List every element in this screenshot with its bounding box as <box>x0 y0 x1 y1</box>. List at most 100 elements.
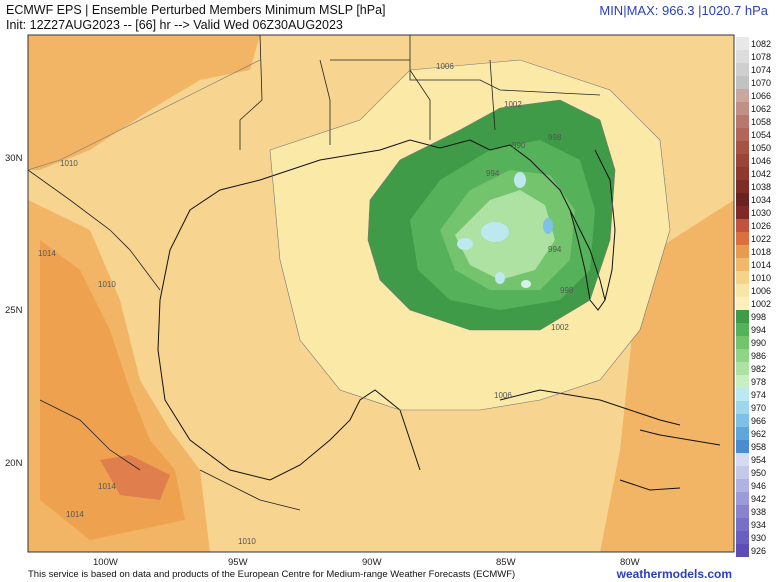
contour-label: 1002 <box>551 323 569 332</box>
colorbar-label: 962 <box>751 429 766 439</box>
colorbar-label: 958 <box>751 442 766 452</box>
colorbar-swatch <box>736 271 749 284</box>
lon-label: 100W <box>93 557 118 568</box>
colorbar-label: 978 <box>751 377 766 387</box>
colorbar-swatch <box>736 63 749 76</box>
colorbar-label: 994 <box>751 325 766 335</box>
pressure-center-5 <box>495 272 505 284</box>
colorbar-label: 946 <box>751 481 766 491</box>
colorbar-label: 942 <box>751 494 766 504</box>
colorbar-swatch <box>736 531 749 544</box>
colorbar-label: 926 <box>751 546 766 556</box>
contour-label: 1014 <box>66 510 84 519</box>
colorbar-swatch <box>736 128 749 141</box>
colorbar-label: 966 <box>751 416 766 426</box>
colorbar-label: 1022 <box>751 234 771 244</box>
colorbar-swatch <box>736 362 749 375</box>
colorbar-label: 1018 <box>751 247 771 257</box>
lon-label: 90W <box>362 557 382 568</box>
colorbar-swatch <box>736 115 749 128</box>
colorbar-swatch <box>736 492 749 505</box>
colorbar-label: 930 <box>751 533 766 543</box>
colorbar-swatch <box>736 258 749 271</box>
colorbar-swatch <box>736 479 749 492</box>
pressure-center-6 <box>521 280 531 288</box>
colorbar-label: 1070 <box>751 78 771 88</box>
colorbar-label: 1026 <box>751 221 771 231</box>
colorbar-label: 1014 <box>751 260 771 270</box>
colorbar-label: 950 <box>751 468 766 478</box>
colorbar-label: 1002 <box>751 299 771 309</box>
map-subtitle: Init: 12Z27AUG2023 -- [66] hr --> Valid … <box>6 18 343 32</box>
colorbar-swatch <box>736 388 749 401</box>
colorbar-label: 1058 <box>751 117 771 127</box>
contour-label: 994 <box>486 169 500 178</box>
isobars <box>28 59 671 411</box>
colorbar-swatch <box>736 401 749 414</box>
colorbar-label: 1006 <box>751 286 771 296</box>
contour-label: 1010 <box>98 280 116 289</box>
colorbar-swatch <box>736 245 749 258</box>
colorbar-label: 970 <box>751 403 766 413</box>
colorbar-swatch <box>736 180 749 193</box>
colorbar-label: 990 <box>751 338 766 348</box>
colorbar-label: 1030 <box>751 208 771 218</box>
colorbar-swatch <box>736 505 749 518</box>
pressure-zone-1022 <box>100 455 170 500</box>
colorbar-swatch <box>736 102 749 115</box>
colorbar: 1082 1078 1074 1070 1066 1062 1058 1054 1050 1046… <box>736 37 771 557</box>
pressure-zone-1014-east <box>600 200 734 552</box>
contour-label: 998 <box>548 133 562 142</box>
colorbar-label: 938 <box>751 507 766 517</box>
colorbar-label: 934 <box>751 520 766 530</box>
colorbar-swatch <box>736 544 749 557</box>
colorbar-label: 998 <box>751 312 766 322</box>
colorbar-swatch <box>736 37 749 50</box>
contour-label: 998 <box>560 286 574 295</box>
colorbar-swatch <box>736 453 749 466</box>
colorbar-label: 1010 <box>751 273 771 283</box>
colorbar-swatch <box>736 193 749 206</box>
colorbar-label: 1062 <box>751 104 771 114</box>
lat-label: 20N <box>5 458 23 469</box>
colorbar-swatch <box>736 206 749 219</box>
colorbar-swatch <box>736 440 749 453</box>
lon-label: 80W <box>620 557 640 568</box>
colorbar-label: 1046 <box>751 156 771 166</box>
colorbar-label: 1054 <box>751 130 771 140</box>
pressure-center-1 <box>481 222 509 242</box>
colorbar-swatch <box>736 323 749 336</box>
colorbar-label: 1042 <box>751 169 771 179</box>
colorbar-swatch <box>736 349 749 362</box>
colorbar-swatch <box>736 232 749 245</box>
colorbar-swatch <box>736 89 749 102</box>
brand-link[interactable]: weathermodels.com <box>616 567 732 581</box>
colorbar-swatch <box>736 141 749 154</box>
colorbar-swatch <box>736 50 749 63</box>
contour-labels: 1006 1002 998 990 994 994 998 1002 1006 1010 1014 1… <box>38 62 574 546</box>
coastlines <box>157 139 721 491</box>
lat-label: 25N <box>5 305 23 316</box>
contour-label: 990 <box>512 141 526 150</box>
contour-label: 1014 <box>98 482 116 491</box>
colorbar-label: 1082 <box>751 39 771 49</box>
pressure-zone-1014-north <box>28 35 260 170</box>
colorbar-swatch <box>736 414 749 427</box>
contour-label: 1002 <box>504 100 522 109</box>
lon-label: 95W <box>228 557 248 568</box>
contour-label: 1010 <box>238 537 256 546</box>
colorbar-swatch <box>736 336 749 349</box>
contour-label: 1010 <box>60 159 78 168</box>
colorbar-swatch <box>736 310 749 323</box>
contour-label: 1014 <box>38 249 56 258</box>
borders <box>28 35 601 511</box>
colorbar-label: 982 <box>751 364 766 374</box>
map-frame <box>27 34 735 553</box>
colorbar-swatch <box>736 427 749 440</box>
colorbar-swatch <box>736 284 749 297</box>
min-max-readout: MIN|MAX: 966.3 |1020.7 hPa <box>599 3 768 18</box>
pressure-center-2 <box>457 238 473 250</box>
colorbar-swatch <box>736 375 749 388</box>
colorbar-label: 1078 <box>751 52 771 62</box>
